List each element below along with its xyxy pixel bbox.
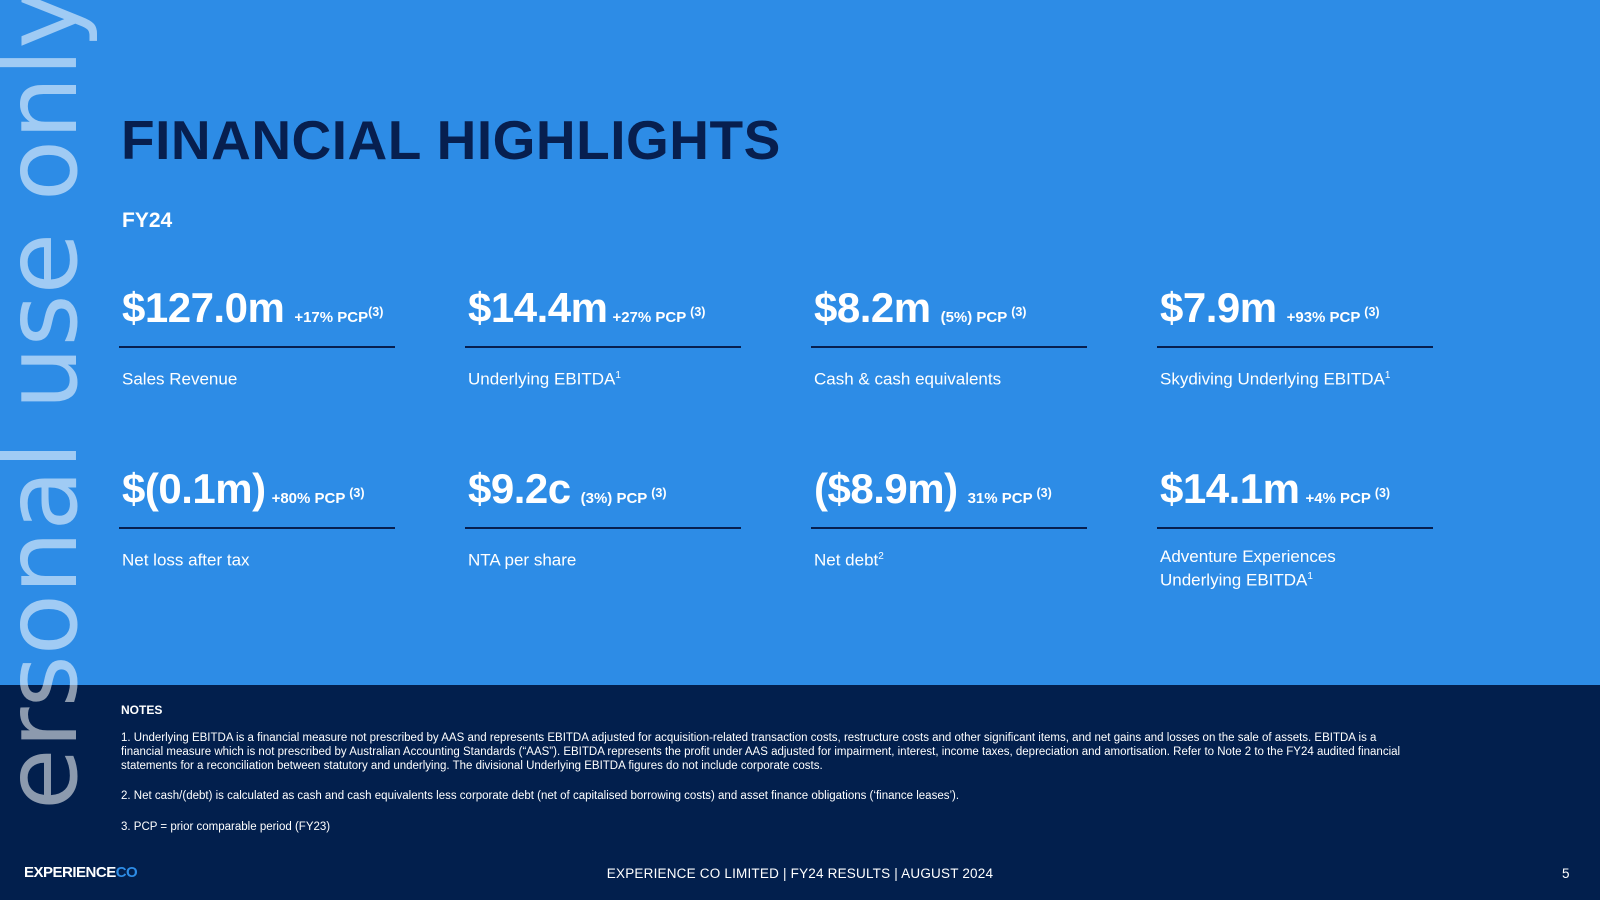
metric-divider — [811, 346, 1087, 348]
metric-label: Net debt2 — [814, 550, 884, 570]
page-title: FINANCIAL HIGHLIGHTS — [121, 109, 781, 171]
metric-value: ($8.9m) — [814, 465, 958, 512]
notes-heading: NOTES — [121, 703, 163, 717]
notes-panel — [0, 685, 1600, 900]
metric-value: $127.0m — [122, 284, 285, 331]
metric-value: $8.2m — [814, 284, 931, 331]
metric-change: +80% PCP (3) — [271, 486, 365, 507]
metric-divider — [811, 527, 1087, 529]
metric-label: Underlying EBITDA1 — [468, 369, 621, 389]
note-3: 3. PCP = prior comparable period (FY23) — [121, 821, 331, 833]
metric-label: Sales Revenue — [122, 369, 238, 389]
page-number: 5 — [1562, 866, 1570, 881]
metric-change: +93% PCP (3) — [1286, 305, 1380, 326]
metric-value: $9.2c — [468, 465, 571, 512]
metric-label: Adventure Experiences Underlying EBITDA1 — [1160, 547, 1336, 590]
metric-label: Cash & cash equivalents — [814, 369, 1002, 389]
metric-cash: $8.2m (5%) PCP (3) Cash & cash equivalent… — [811, 284, 1089, 390]
metric-label: Skydiving Underlying EBITDA1 — [1160, 369, 1391, 389]
metric-divider — [119, 346, 395, 348]
metric-value: $14.4m — [468, 284, 608, 331]
metric-adventure-ebitda: $14.1m +4% PCP (3) Adventure Experiences … — [1157, 465, 1435, 591]
metric-divider — [465, 527, 741, 529]
note-2: 2. Net cash/(debt) is calculated as cash… — [121, 790, 960, 802]
metric-divider — [119, 527, 395, 529]
note-1: 1. Underlying EBITDA is a financial meas… — [121, 732, 1401, 772]
footer-text: EXPERIENCE CO LIMITED | FY24 RESULTS | A… — [606, 866, 994, 881]
metric-divider — [1157, 346, 1433, 348]
metric-divider — [1157, 527, 1433, 529]
metric-value: $7.9m — [1160, 284, 1277, 331]
metric-change: +17% PCP(3) — [294, 305, 384, 326]
metric-change: 31% PCP (3) — [967, 486, 1052, 507]
metric-change: (3%) PCP (3) — [580, 486, 667, 507]
company-logo: EXPERIENCECO — [24, 864, 138, 881]
metric-label: Net loss after tax — [122, 550, 250, 570]
metric-label: NTA per share — [468, 550, 577, 570]
metric-value: $14.1m — [1160, 465, 1300, 512]
metric-value: $(0.1m) — [122, 465, 266, 512]
metric-change: +4% PCP (3) — [1305, 486, 1391, 507]
header-panel — [0, 0, 1600, 685]
metric-divider — [465, 346, 741, 348]
metric-skydiving-ebitda: $7.9m +93% PCP (3) Skydiving Underlying E… — [1157, 284, 1435, 390]
metric-underlying-ebitda: $14.4m +27% PCP (3) Underlying EBITDA1 — [465, 284, 743, 390]
watermark: ersonal use only — [0, 0, 100, 810]
period-label: FY24 — [122, 209, 173, 232]
metric-nta-per-share: $9.2c (3%) PCP (3) NTA per share — [465, 465, 743, 571]
metric-sales-revenue: $127.0m +17% PCP(3) Sales Revenue — [119, 284, 397, 390]
metric-change: (5%) PCP (3) — [940, 305, 1027, 326]
metric-change: +27% PCP (3) — [612, 305, 706, 326]
metric-net-debt: ($8.9m) 31% PCP (3) Net debt2 — [811, 465, 1089, 571]
metric-net-loss: $(0.1m) +80% PCP (3) Net loss after tax — [119, 465, 397, 571]
